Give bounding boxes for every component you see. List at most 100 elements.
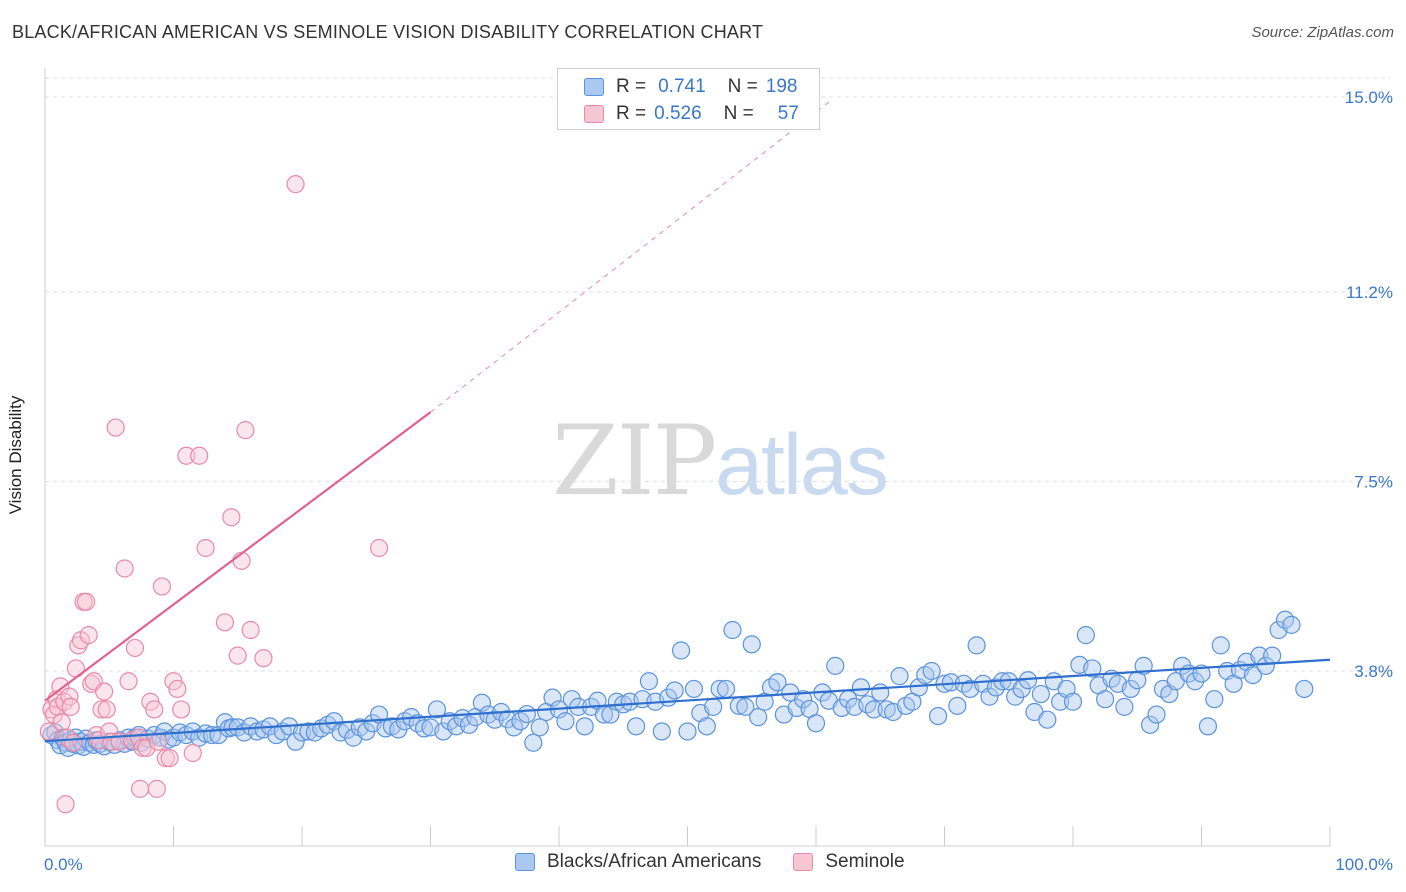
point-seminole xyxy=(130,779,150,798)
point-seminole xyxy=(172,700,191,719)
point-blacks xyxy=(826,656,845,675)
y-tick-label: 3.8% xyxy=(1354,662,1393,681)
legend-row-seminole: R = 0.526 N = 57 xyxy=(584,101,799,127)
point-blacks xyxy=(768,673,787,692)
point-seminole xyxy=(286,175,305,194)
point-blacks xyxy=(1205,690,1224,709)
legend-label-blacks: Blacks/African Americans xyxy=(547,851,762,872)
legend-r-value: 0.526 xyxy=(654,103,702,124)
point-blacks xyxy=(704,697,723,716)
point-blacks xyxy=(922,661,941,681)
legend-n-value: 198 xyxy=(765,76,798,97)
point-seminole xyxy=(147,779,166,798)
point-blacks xyxy=(575,717,594,736)
point-blacks xyxy=(1134,656,1153,675)
point-blacks xyxy=(325,712,344,731)
trend-extension-seminole xyxy=(430,101,830,413)
legend-item-blacks[interactable]: Blacks/African Americans xyxy=(515,851,761,873)
point-seminole xyxy=(152,577,172,596)
source-label: Source: ZipAtlas.com xyxy=(1251,24,1394,41)
point-blacks xyxy=(1038,710,1057,729)
point-blacks xyxy=(980,687,999,706)
point-seminole xyxy=(145,700,164,719)
trend-line-seminole xyxy=(44,411,432,702)
point-seminole xyxy=(97,700,116,719)
point-seminole xyxy=(236,421,255,440)
point-blacks xyxy=(736,697,755,716)
point-blacks xyxy=(1198,717,1218,736)
point-seminole xyxy=(254,649,273,668)
point-blacks xyxy=(742,635,761,654)
point-blacks xyxy=(928,706,948,726)
point-blacks xyxy=(697,717,716,736)
point-seminole xyxy=(196,538,215,558)
point-blacks xyxy=(517,704,536,724)
point-blacks xyxy=(1192,664,1211,683)
watermark: ZIPatlas xyxy=(552,405,889,517)
point-blacks xyxy=(1063,692,1083,711)
point-blacks xyxy=(414,719,434,738)
point-blacks xyxy=(1295,679,1314,699)
point-blacks xyxy=(671,641,691,660)
point-seminole xyxy=(106,418,125,437)
point-blacks xyxy=(1243,665,1263,685)
point-seminole xyxy=(64,733,83,752)
point-seminole xyxy=(241,620,260,640)
point-blacks xyxy=(556,712,575,731)
point-blacks xyxy=(665,681,684,700)
legend-swatch-blue xyxy=(584,78,604,96)
correlation-legend: R = 0.741 N = 198 R = 0.526 N = 57 xyxy=(557,68,820,130)
legend-swatch-pink xyxy=(584,105,604,123)
y-tick-label: 7.5% xyxy=(1354,472,1393,491)
point-blacks xyxy=(684,679,704,699)
legend-item-seminole[interactable]: Seminole xyxy=(793,851,905,873)
point-seminole xyxy=(92,700,111,719)
point-seminole xyxy=(77,592,96,611)
point-blacks xyxy=(530,718,549,737)
legend-n-label: N = xyxy=(723,103,754,124)
point-seminole xyxy=(133,738,152,757)
point-blacks xyxy=(626,717,646,736)
point-seminole xyxy=(222,508,241,527)
point-blacks xyxy=(1140,715,1160,734)
point-seminole xyxy=(190,446,209,465)
point-blacks xyxy=(864,700,883,719)
point-seminole xyxy=(125,638,145,658)
watermark-zip: ZIP xyxy=(552,405,717,517)
point-seminole xyxy=(56,795,75,814)
point-seminole xyxy=(177,446,196,465)
point-seminole xyxy=(215,613,234,632)
series-legend: Blacks/African Americans Seminole xyxy=(515,851,937,873)
watermark-atlas: atlas xyxy=(715,417,889,513)
point-blacks xyxy=(1031,684,1050,704)
point-seminole xyxy=(156,749,175,768)
point-blacks xyxy=(1096,690,1115,709)
point-blacks xyxy=(749,708,768,727)
point-blacks xyxy=(1083,659,1102,678)
point-seminole xyxy=(228,646,247,665)
trend-line-blacks xyxy=(44,658,1331,743)
legend-label-seminole: Seminole xyxy=(825,851,905,872)
point-blacks xyxy=(1115,697,1134,716)
point-blacks xyxy=(794,690,813,709)
point-seminole xyxy=(119,672,138,691)
point-blacks xyxy=(427,700,447,719)
point-blacks xyxy=(678,722,697,741)
legend-row-blacks: R = 0.741 N = 198 xyxy=(584,74,797,100)
point-seminole xyxy=(52,713,71,732)
point-blacks xyxy=(1282,615,1301,634)
legend-swatch-pink xyxy=(793,853,814,871)
point-seminole xyxy=(183,743,202,763)
point-blacks xyxy=(286,732,305,751)
point-blacks xyxy=(639,672,659,691)
point-seminole xyxy=(95,682,114,701)
point-seminole xyxy=(115,559,134,578)
point-seminole xyxy=(79,626,98,645)
point-blacks xyxy=(511,712,530,731)
point-seminole xyxy=(148,732,168,751)
point-blacks xyxy=(948,696,967,715)
legend-n-value: 57 xyxy=(777,103,799,124)
point-blacks xyxy=(543,688,562,707)
legend-r-label: R = xyxy=(616,103,647,124)
